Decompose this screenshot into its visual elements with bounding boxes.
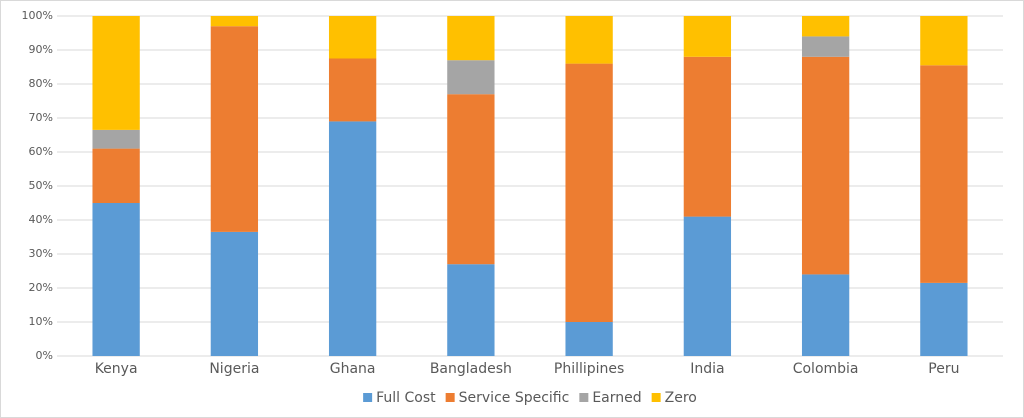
bar-segment bbox=[565, 16, 613, 64]
bar-segment bbox=[801, 274, 850, 356]
bar-segment bbox=[801, 16, 850, 37]
x-tick-label: Bangladesh bbox=[430, 361, 512, 377]
y-tick-label: 100% bbox=[22, 9, 53, 22]
y-tick-label: 30% bbox=[29, 247, 53, 260]
bar-segment bbox=[92, 129, 140, 149]
x-tick-label: Phillipines bbox=[554, 361, 624, 377]
bar-segment bbox=[92, 203, 140, 356]
x-tick-label: Peru bbox=[928, 361, 959, 377]
bar-segment bbox=[565, 322, 613, 356]
bar-segment bbox=[447, 16, 495, 61]
bar-segment bbox=[210, 26, 259, 232]
legend-swatch bbox=[445, 393, 455, 402]
y-tick-label: 50% bbox=[29, 179, 53, 192]
bar-segment bbox=[801, 56, 850, 275]
y-tick-label: 0% bbox=[36, 349, 53, 362]
bar-segment bbox=[920, 16, 968, 66]
bar-segment bbox=[92, 16, 140, 130]
legend-label: Zero bbox=[665, 390, 697, 406]
bar-segment bbox=[683, 16, 732, 57]
bar-segment bbox=[328, 16, 377, 59]
y-tick-label: 90% bbox=[29, 43, 53, 56]
x-tick-label: Nigeria bbox=[209, 361, 259, 377]
y-tick-label: 60% bbox=[29, 145, 53, 158]
bar-segment bbox=[328, 58, 377, 122]
bar-segment bbox=[210, 16, 259, 27]
legend-label: Earned bbox=[592, 390, 641, 406]
bar-segment bbox=[210, 231, 259, 356]
bar-segment bbox=[920, 65, 968, 283]
bar-segment bbox=[328, 121, 377, 357]
bar-segment bbox=[683, 56, 732, 217]
legend-swatch bbox=[579, 393, 589, 402]
bar-segment bbox=[447, 60, 495, 95]
y-tick-label: 80% bbox=[29, 77, 53, 90]
bar-segment bbox=[447, 264, 495, 356]
y-tick-label: 40% bbox=[29, 213, 53, 226]
y-tick-label: 20% bbox=[29, 281, 53, 294]
legend-label: Full Cost bbox=[376, 390, 436, 406]
x-tick-label: Ghana bbox=[330, 361, 376, 377]
bar-segment bbox=[920, 282, 968, 356]
y-tick-label: 10% bbox=[29, 315, 53, 328]
legend-swatch bbox=[363, 393, 373, 402]
bar-segment bbox=[92, 148, 140, 203]
legend-label: Service Specific bbox=[459, 390, 570, 406]
x-tick-label: Kenya bbox=[95, 361, 138, 377]
legend-swatch bbox=[651, 393, 661, 402]
bar-segment bbox=[447, 94, 495, 265]
bar-segment bbox=[565, 63, 613, 322]
x-tick-label: Colombia bbox=[793, 361, 859, 377]
x-tick-label: India bbox=[690, 361, 724, 377]
bar-segment bbox=[801, 36, 850, 57]
y-tick-label: 70% bbox=[29, 111, 53, 124]
bar-segment bbox=[683, 216, 732, 356]
